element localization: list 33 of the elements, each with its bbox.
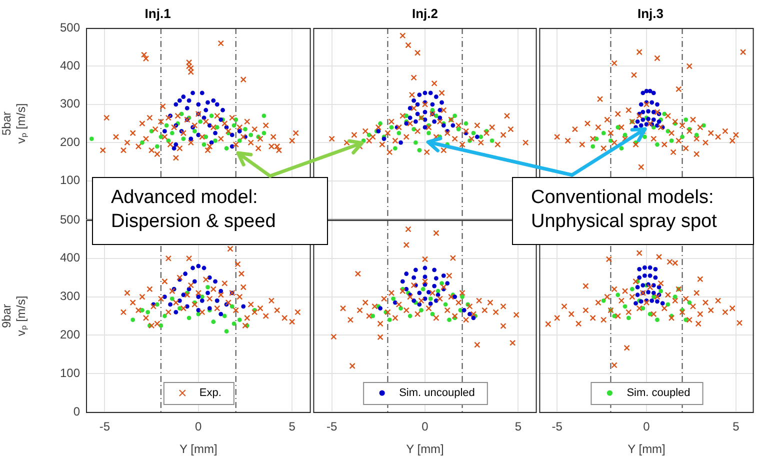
y-axis-title: 9bar vₚ [m/s]	[0, 296, 28, 336]
callout-box: Conventional models: Unphysical spray spot	[512, 177, 754, 245]
y-tick-label: 100	[60, 366, 80, 380]
x-tick-label: 0	[643, 420, 650, 434]
x-axis-title: Y [mm]	[406, 442, 444, 456]
x-tick-label: 0	[195, 420, 202, 434]
y-tick-label: 300	[60, 289, 80, 304]
y-tick-label: 500	[60, 20, 80, 34]
x-tick-label: 5	[514, 420, 522, 434]
x-tick-label: 5	[288, 420, 296, 434]
y-tick-label: 200	[60, 328, 80, 342]
y-axis-title: 5bar vₚ [m/s]	[0, 103, 28, 144]
x-tick-label: -5	[326, 420, 338, 434]
x-axis-title: Y [mm]	[628, 442, 666, 456]
x-tick-label: 5	[732, 420, 740, 434]
x-tick-label: 0	[422, 420, 429, 434]
y-tick-label: 300	[60, 96, 80, 111]
y-tick-label: 100	[60, 173, 80, 188]
x-axis-title: Y [mm]	[180, 442, 218, 456]
chart-title: Inj.3	[637, 6, 664, 21]
x-tick-label: -5	[552, 420, 563, 434]
legend-label: Exp.	[199, 387, 222, 400]
chart-title: Inj.1	[144, 6, 171, 21]
x-tick-label: -5	[99, 420, 110, 434]
y-tick-label: 500	[60, 212, 80, 226]
y-tick-label: 0	[73, 404, 80, 418]
chart-title: Inj.2	[412, 6, 438, 21]
callout-box: Advanced model: Dispersion & speed	[92, 177, 328, 245]
y-tick-label: 400	[60, 58, 80, 73]
y-tick-label: 200	[60, 134, 80, 149]
y-tick-label: 400	[60, 250, 80, 265]
legend-label: Sim. uncoupled	[399, 387, 475, 400]
legend-label: Sim. coupled	[626, 387, 690, 400]
